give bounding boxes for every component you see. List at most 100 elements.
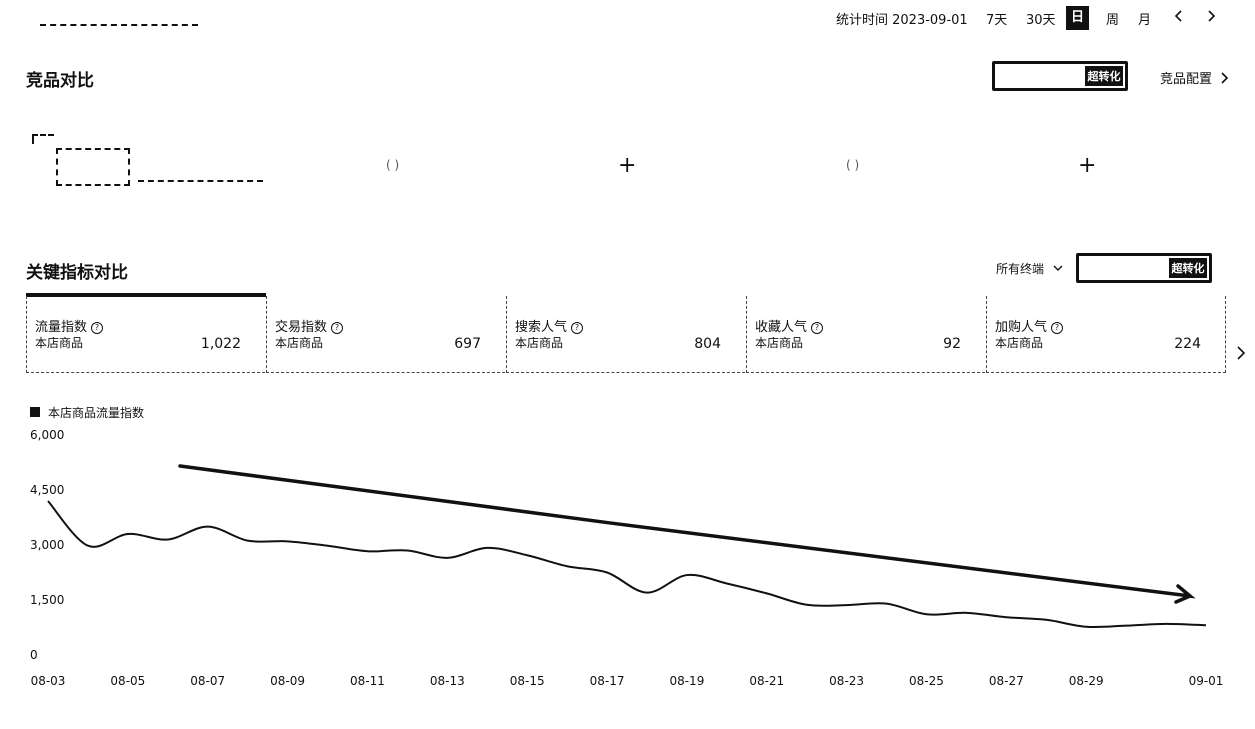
period-7d[interactable]: 7天 (986, 13, 1008, 28)
y-tick-label: 3,000 (30, 538, 64, 552)
metric-value: 697 (454, 336, 481, 352)
traffic-line-chart: 0 1,500 3,000 4,500 6,000 08-03 08-05 08-07 08-0… (30, 428, 1223, 688)
terminal-label: 所有终端 (996, 262, 1045, 276)
x-tick-label: 08-03 (31, 674, 66, 688)
chevron-right-icon[interactable] (1204, 6, 1218, 30)
competitor-title: 竞品对比 (26, 71, 94, 91)
config-label: 竞品配置 (1160, 72, 1213, 87)
data-point[interactable] (644, 590, 650, 596)
period-30d[interactable]: 30天 (1026, 13, 1056, 28)
metric-label: 收藏人气 (755, 320, 808, 335)
data-point[interactable] (325, 543, 331, 549)
data-point[interactable] (564, 563, 570, 569)
help-icon[interactable]: ? (571, 322, 584, 334)
x-tick-label: 08-17 (590, 674, 625, 688)
data-point[interactable] (604, 570, 610, 576)
data-point[interactable] (764, 590, 770, 596)
x-tick-label: 08-29 (1069, 674, 1104, 688)
data-point[interactable] (1043, 617, 1049, 623)
add-competitor-icon-2[interactable]: + (1078, 153, 1097, 178)
product-name-redacted (138, 172, 263, 182)
data-point[interactable] (364, 548, 370, 554)
data-point[interactable] (1163, 621, 1169, 627)
data-point[interactable] (85, 543, 91, 549)
active-metric-indicator (26, 293, 266, 297)
metric-sub: 本店商品 (755, 336, 804, 350)
x-tick-label: 08-27 (989, 674, 1024, 688)
period-week[interactable]: 周 (1106, 13, 1120, 28)
chevron-left-icon[interactable] (1172, 6, 1186, 30)
metric-sub: 本店商品 (995, 336, 1044, 350)
metric-label: 加购人气 (995, 320, 1048, 335)
data-point[interactable] (285, 538, 291, 544)
metric-sub: 本店商品 (35, 336, 84, 350)
x-tick-label: 08-15 (510, 674, 545, 688)
metric-value: 804 (694, 336, 721, 352)
data-point[interactable] (1083, 624, 1089, 630)
data-point[interactable] (524, 552, 530, 558)
metrics-next-icon[interactable] (1234, 344, 1248, 366)
x-tick-label: 08-07 (190, 674, 225, 688)
help-icon[interactable]: ? (1051, 322, 1064, 334)
data-point[interactable] (125, 531, 131, 537)
data-point[interactable] (165, 537, 171, 543)
data-point[interactable] (884, 601, 890, 607)
data-point[interactable] (404, 548, 410, 554)
stat-time: 统计时间 2023-09-01 (836, 13, 968, 28)
y-tick-label: 6,000 (30, 428, 64, 442)
data-point[interactable] (1123, 623, 1129, 629)
metric-card-cart[interactable]: 加购人气? 本店商品 224 (986, 296, 1226, 373)
data-point[interactable] (724, 581, 730, 587)
metric-value: 92 (943, 336, 961, 352)
data-point[interactable] (484, 545, 490, 551)
competitor-pill-button[interactable]: 超转化 (992, 61, 1128, 91)
chart-legend[interactable]: 本店商品流量指数 (30, 404, 144, 421)
data-point[interactable] (963, 610, 969, 616)
data-point[interactable] (205, 524, 211, 530)
x-tick-label: 08-11 (350, 674, 385, 688)
help-icon[interactable]: ? (331, 322, 344, 334)
shop-name-redacted (40, 14, 198, 26)
trend-arrow-annotation (178, 464, 1196, 604)
data-point[interactable] (45, 498, 51, 504)
y-tick-label: 0 (30, 648, 38, 662)
x-tick-label: 08-21 (749, 674, 784, 688)
metric-value: 224 (1174, 336, 1201, 352)
pill-tag: 超转化 (1169, 258, 1207, 278)
x-tick-label: 08-25 (909, 674, 944, 688)
metrics-pill-button[interactable]: 超转化 (1076, 253, 1212, 283)
data-point[interactable] (1203, 622, 1209, 628)
metric-card-search[interactable]: 搜索人气? 本店商品 804 (506, 296, 745, 373)
data-point[interactable] (444, 555, 450, 561)
metric-card-trade[interactable]: 交易指数? 本店商品 697 (266, 296, 505, 373)
help-icon[interactable]: ? (91, 322, 104, 334)
metrics-title: 关键指标对比 (26, 263, 128, 283)
metric-card-traffic[interactable]: 流量指数? 本店商品 1,022 (26, 296, 265, 373)
x-tick-label: 08-13 (430, 674, 465, 688)
x-tick-label: 08-05 (110, 674, 145, 688)
data-point[interactable] (804, 602, 810, 608)
help-icon[interactable]: ? (811, 322, 824, 334)
series-line-traffic (47, 500, 1207, 629)
period-day[interactable]: 日 (1066, 6, 1090, 30)
metric-label: 搜索人气 (515, 320, 568, 335)
data-point[interactable] (923, 611, 929, 617)
data-point[interactable] (844, 602, 850, 608)
terminal-select[interactable]: 所有终端 (996, 260, 1064, 277)
y-tick-label: 4,500 (30, 483, 64, 497)
chevron-down-icon (1053, 265, 1063, 271)
data-point[interactable] (684, 572, 690, 578)
competitor-config-link[interactable]: 竞品配置 (1160, 68, 1230, 87)
metric-label: 流量指数 (35, 320, 88, 335)
x-tick-label: 08-09 (270, 674, 305, 688)
data-point[interactable] (245, 538, 251, 544)
period-month[interactable]: 月 (1138, 13, 1152, 28)
product-image-redacted (56, 148, 130, 186)
metric-value: 1,022 (200, 336, 241, 352)
y-tick-label: 1,500 (30, 593, 64, 607)
legend-swatch (30, 407, 40, 417)
metric-card-favorite[interactable]: 收藏人气? 本店商品 92 (746, 296, 985, 373)
add-competitor-icon-1[interactable]: + (618, 153, 637, 178)
data-point[interactable] (1003, 614, 1009, 620)
metric-sub: 本店商品 (275, 336, 324, 350)
